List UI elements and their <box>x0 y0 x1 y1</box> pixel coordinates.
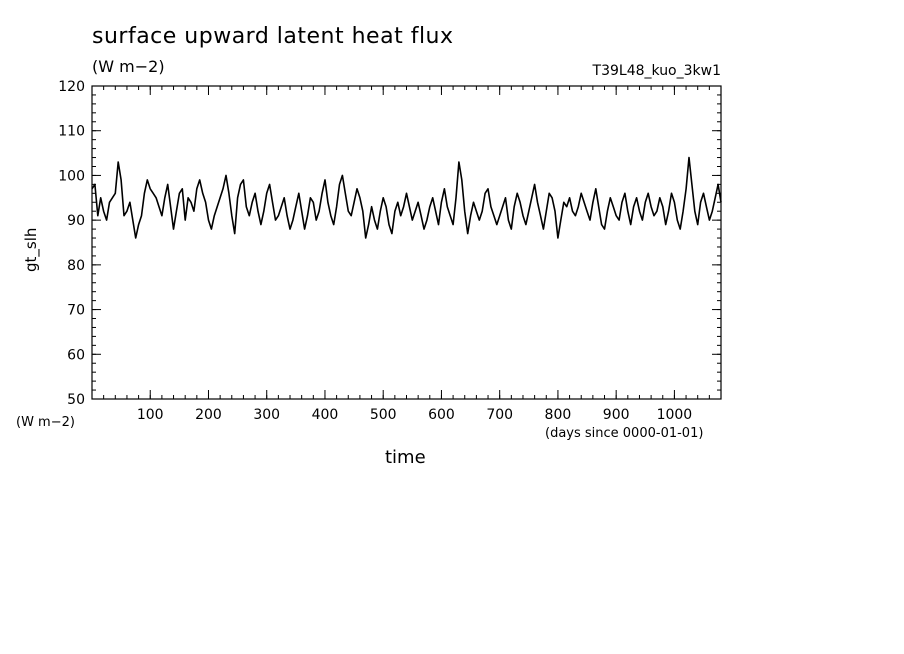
chart-subtitle: (W m−2) <box>92 57 165 76</box>
x-units-label: (days since 0000-01-01) <box>545 426 704 441</box>
y-tick-label: 80 <box>67 258 85 274</box>
x-tick-label: 600 <box>428 407 455 423</box>
y-tick-label: 100 <box>58 168 85 184</box>
axis-ticks <box>92 85 721 400</box>
y-tick-label: 70 <box>67 303 85 319</box>
x-tick-labels: 100 200 300 400 500 600 700 800 900 1000 <box>137 407 692 423</box>
x-tick-label: 500 <box>370 407 397 423</box>
y-tick-labels: 50 60 70 80 90 100 110 120 <box>58 79 85 408</box>
chart-title: surface upward latent heat flux <box>92 24 454 49</box>
series-line-gt-slh <box>91 156 722 239</box>
x-axis-label: time <box>385 447 426 468</box>
plot-frame <box>91 85 722 400</box>
x-tick-label: 900 <box>603 407 630 423</box>
y-tick-label: 110 <box>58 124 85 140</box>
x-tick-label: 1000 <box>657 407 693 423</box>
x-tick-label: 100 <box>137 407 164 423</box>
run-label: T39L48_kuo_3kw1 <box>592 63 721 79</box>
x-tick-label: 300 <box>253 407 280 423</box>
x-tick-label: 700 <box>486 407 513 423</box>
y-tick-label: 50 <box>67 392 85 408</box>
y-tick-label: 120 <box>58 79 85 95</box>
x-tick-label: 800 <box>545 407 572 423</box>
x-tick-label: 200 <box>195 407 222 423</box>
y-tick-label: 90 <box>67 213 85 229</box>
y-tick-label: 60 <box>67 347 85 363</box>
x-tick-label: 400 <box>312 407 339 423</box>
y-units-label: (W m−2) <box>16 415 75 430</box>
